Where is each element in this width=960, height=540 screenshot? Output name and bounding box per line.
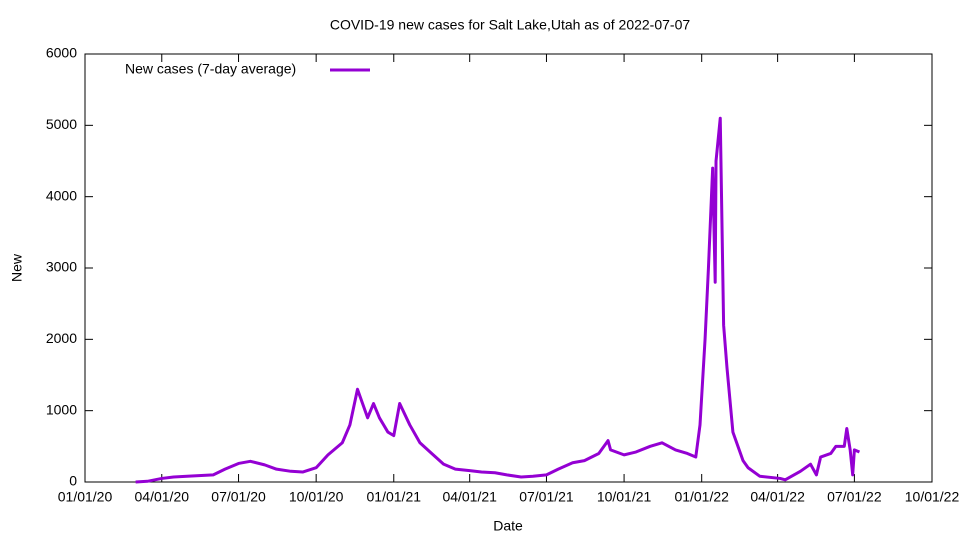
y-axis-label: New [9, 253, 25, 282]
plot-border [84, 53, 933, 483]
x-tick-label: 07/01/20 [211, 489, 266, 505]
x-tick-label: 04/01/20 [135, 489, 190, 505]
x-tick-label: 01/01/20 [58, 489, 113, 505]
y-tick-label: 3000 [46, 259, 77, 275]
x-tick-label: 10/01/21 [597, 489, 652, 505]
x-tick-label: 07/01/22 [827, 489, 882, 505]
y-tick-label: 1000 [46, 401, 77, 417]
x-tick-label: 04/01/22 [750, 489, 805, 505]
y-tick-label: 4000 [46, 187, 77, 203]
x-tick-label: 01/01/21 [367, 489, 422, 505]
chart-title: COVID-19 new cases for Salt Lake,Utah as… [330, 17, 691, 33]
line-series [135, 116, 861, 484]
legend-label: New cases (7-day average) [125, 61, 296, 77]
x-tick-label: 04/01/21 [442, 489, 497, 505]
x-axis-label: Date [493, 518, 523, 534]
x-tick-label: 10/01/20 [289, 489, 344, 505]
x-tick-label: 10/01/22 [905, 489, 960, 505]
y-tick-label: 6000 [46, 45, 77, 61]
y-tick-label: 2000 [46, 330, 77, 346]
x-tick-label: 07/01/21 [519, 489, 574, 505]
y-tick-label: 0 [69, 473, 77, 489]
y-tick-label: 5000 [46, 116, 77, 132]
x-tick-label: 01/01/22 [674, 489, 729, 505]
